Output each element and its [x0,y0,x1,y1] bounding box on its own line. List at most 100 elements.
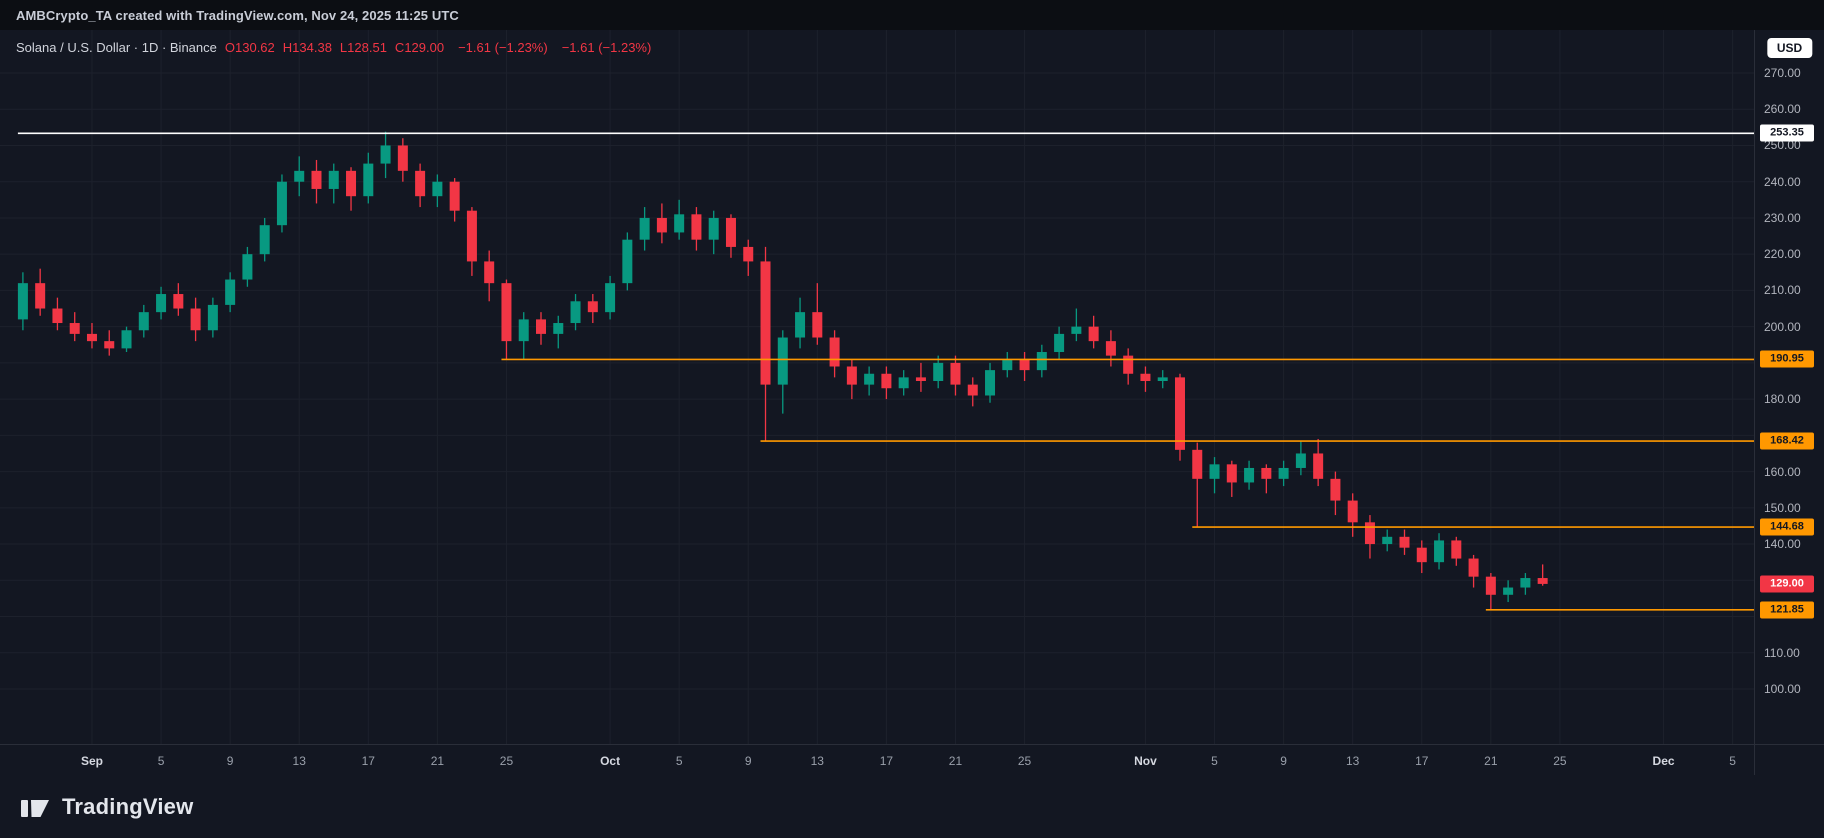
price-axis-label: 220.00 [1764,247,1801,262]
candle-up [1054,333,1065,353]
candle-up [1157,377,1168,381]
open-value: O130.62 [224,40,275,55]
price-axis-label: 270.00 [1764,66,1801,80]
candle-down [967,384,978,396]
candle-down [1192,449,1203,479]
candle-down [1416,547,1427,563]
symbol-title: Solana / U.S. Dollar · 1D · Binance [16,40,217,55]
change-value: −1.61 (−1.23%) [458,40,548,55]
candle-up [156,294,167,313]
candle-up [225,279,236,305]
candle-down [691,214,702,240]
candle-down [1140,373,1151,381]
time-axis-label: 5 [1211,754,1218,768]
candle-down [1364,522,1375,545]
time-axis-label: 17 [361,754,375,768]
candle-up [432,181,443,197]
candle-down [1468,558,1479,577]
price-axis-label: 110.00 [1764,645,1800,660]
price-axis-label: 180.00 [1764,392,1801,407]
ohlc-readout: O130.62 H134.38 L128.51 C129.00 [225,40,444,55]
candle-down [1313,453,1324,479]
candle-down [1485,576,1496,595]
candle-up [1002,359,1013,371]
time-axis-label: 25 [499,754,514,768]
price-axis[interactable]: USD 270.00 260.00 250.00 240.00 230.00 220.00… [1754,30,1824,744]
candle-down [52,308,63,324]
candle-up [1382,536,1393,545]
axis-corner [1754,744,1824,775]
price-axis-label: 230.00 [1764,210,1801,225]
time-axis-label: 9 [226,754,234,768]
candle-down [743,246,754,262]
candle-up [1071,326,1082,334]
price-axis-label: 210.00 [1764,283,1801,298]
candle-down [881,373,892,389]
candle-up [518,319,529,342]
candle-up [570,301,581,324]
candle-down [466,210,477,262]
candle-down [1451,540,1462,559]
candle-down [69,323,80,334]
price-axis-label: 250.00 [1764,138,1801,153]
candle-down [346,170,357,197]
candle-up [639,217,650,240]
level-price-badge: 144.68 [1760,518,1814,536]
chart-pane[interactable]: Solana / U.S. Dollar · 1D · Binance O130… [0,30,1754,744]
price-axis-label: 260.00 [1764,102,1801,117]
candle-up [207,304,218,331]
time-axis[interactable]: Sep 5 9 13 17 21 25 Oct 5 9 13 17 21 25 Nov 5 9 13 17 21 25 D… [0,744,1754,775]
candle-up [708,217,719,240]
time-axis-month-label: Nov [1134,754,1157,768]
time-axis-label: 25 [1017,754,1032,768]
candle-down [656,217,667,233]
candle-down [1123,355,1134,374]
time-axis-label: 13 [292,754,306,768]
low-value: L128.51 [339,40,387,55]
candle-up [864,373,875,385]
candle-down [1174,377,1185,450]
change-percent-value: −1.61 (−1.23%) [561,40,652,55]
candle-up [1244,467,1255,483]
candle-down [86,333,97,342]
candle-up [294,170,305,182]
price-axis-label: 160.00 [1764,464,1801,479]
candle-down [1537,578,1548,584]
time-axis-month-label: Oct [600,754,621,768]
candle-down [501,283,512,342]
price-axis-label: 140.00 [1764,537,1801,552]
tradingview-wordmark[interactable]: TradingView [62,793,194,819]
candle-up [933,362,944,381]
level-price-badge: 121.85 [1760,601,1814,619]
currency-toggle-button[interactable]: USD [1766,38,1813,58]
candle-down [173,294,184,309]
candle-down [812,312,823,338]
candle-down [760,261,771,385]
candle-down [484,261,495,284]
price-axis-label: 100.00 [1764,681,1801,696]
time-axis-month-label: Dec [1652,754,1675,768]
candle-down [397,145,408,171]
price-axis-label: 240.00 [1764,174,1801,189]
price-axis-label: 200.00 [1764,319,1801,334]
candle-down [311,170,322,189]
candle-down [829,337,840,367]
candle-up [1520,578,1531,588]
tradingview-logo-icon[interactable] [18,790,52,824]
time-axis-label: 9 [744,754,752,768]
candlestick-chart [0,30,1754,744]
candle-up [777,337,788,385]
last-price-badge: 129.00 [1760,575,1814,593]
candle-up [898,377,909,389]
footer-bar: TradingView [0,775,1824,838]
candle-down [1105,341,1116,356]
candle-down [415,170,426,197]
candle-down [1261,467,1272,479]
candle-down [1088,326,1099,342]
candle-down [1347,500,1358,523]
candle-up [605,283,616,313]
candle-down [587,301,598,313]
time-axis-label: 5 [1729,754,1736,768]
time-axis-label: 21 [1484,754,1498,768]
price-axis-label: 150.00 [1764,500,1801,515]
